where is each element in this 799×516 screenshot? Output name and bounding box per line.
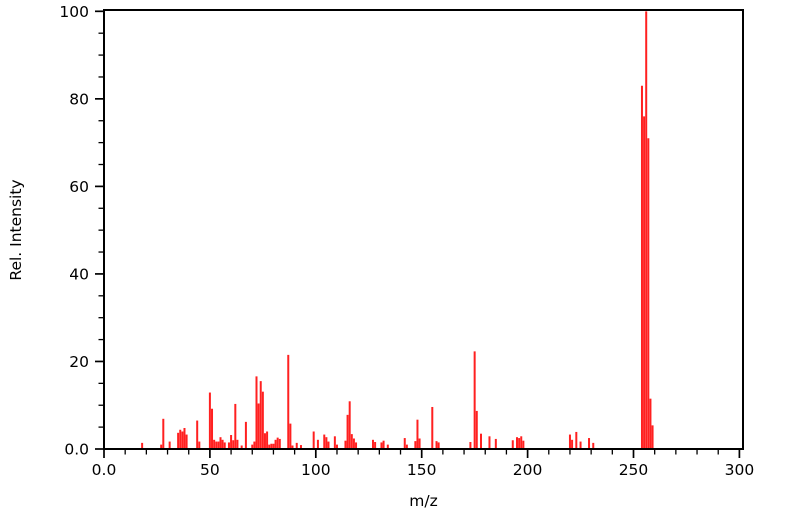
y-tick-label: 40 [69,265,89,283]
y-tick-label: 60 [69,178,89,196]
y-tick-label: 20 [69,353,89,371]
x-tick-label: 250 [619,461,649,479]
y-axis-label: Rel. Intensity [7,179,25,281]
plot-frame [103,9,744,450]
x-tick-label: 0.0 [92,461,117,479]
x-tick-label: 100 [301,461,331,479]
x-axis-label: m/z [409,492,438,510]
y-tick-label: 80 [69,90,89,108]
x-tick-label: 50 [200,461,220,479]
x-tick-label: 150 [407,461,437,479]
y-tick-label: 100 [59,3,89,21]
x-tick-label: 300 [725,461,755,479]
x-tick-label: 200 [513,461,543,479]
y-tick-label: 0.0 [64,441,89,459]
